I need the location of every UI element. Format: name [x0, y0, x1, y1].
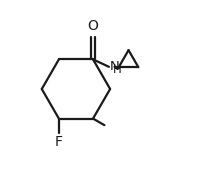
- Text: N: N: [110, 60, 119, 73]
- Text: F: F: [55, 135, 63, 149]
- Text: O: O: [88, 19, 99, 33]
- Text: H: H: [113, 64, 122, 77]
